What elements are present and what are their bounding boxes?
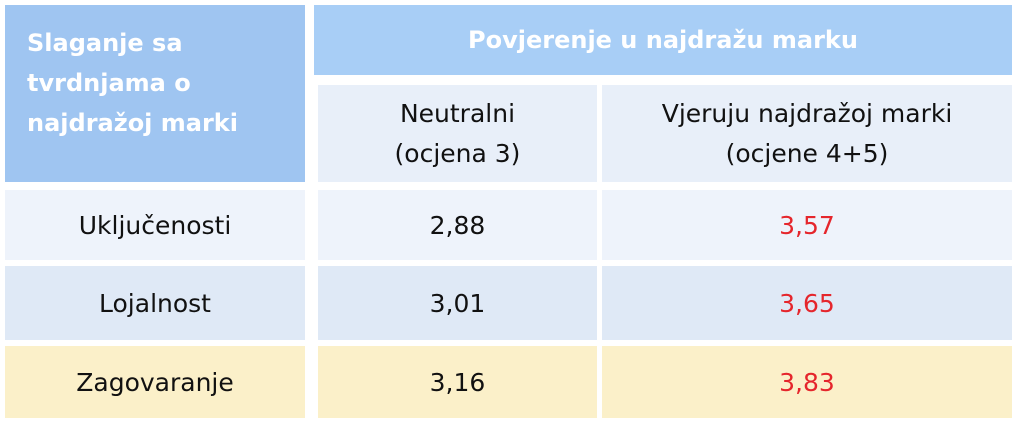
header-line: Neutralni [399,98,516,128]
header-line: (ocjene 4+5) [725,138,889,168]
corner-header: Slaganje sa tvrdnjama o najdražoj marki [5,5,305,182]
value-cell: 2,88 [318,190,597,260]
header-line: (ocjena 3) [394,138,521,168]
value-cell: 3,57 [602,190,1012,260]
row-label: Zagovaranje [5,346,305,418]
header-line: Vjeruju najdražoj marki [661,98,953,128]
row-label: Uključenosti [5,190,305,260]
group-header: Povjerenje u najdražu marku [314,5,1012,75]
value-cell: 3,01 [318,266,597,340]
value-cell: 3,16 [318,346,597,418]
value-cell: 3,65 [602,266,1012,340]
column-header: Vjeruju najdražoj marki (ocjene 4+5) [602,85,1012,182]
row-label: Lojalnost [5,266,305,340]
column-header: Neutralni (ocjena 3) [318,85,597,182]
value-cell: 3,83 [602,346,1012,418]
